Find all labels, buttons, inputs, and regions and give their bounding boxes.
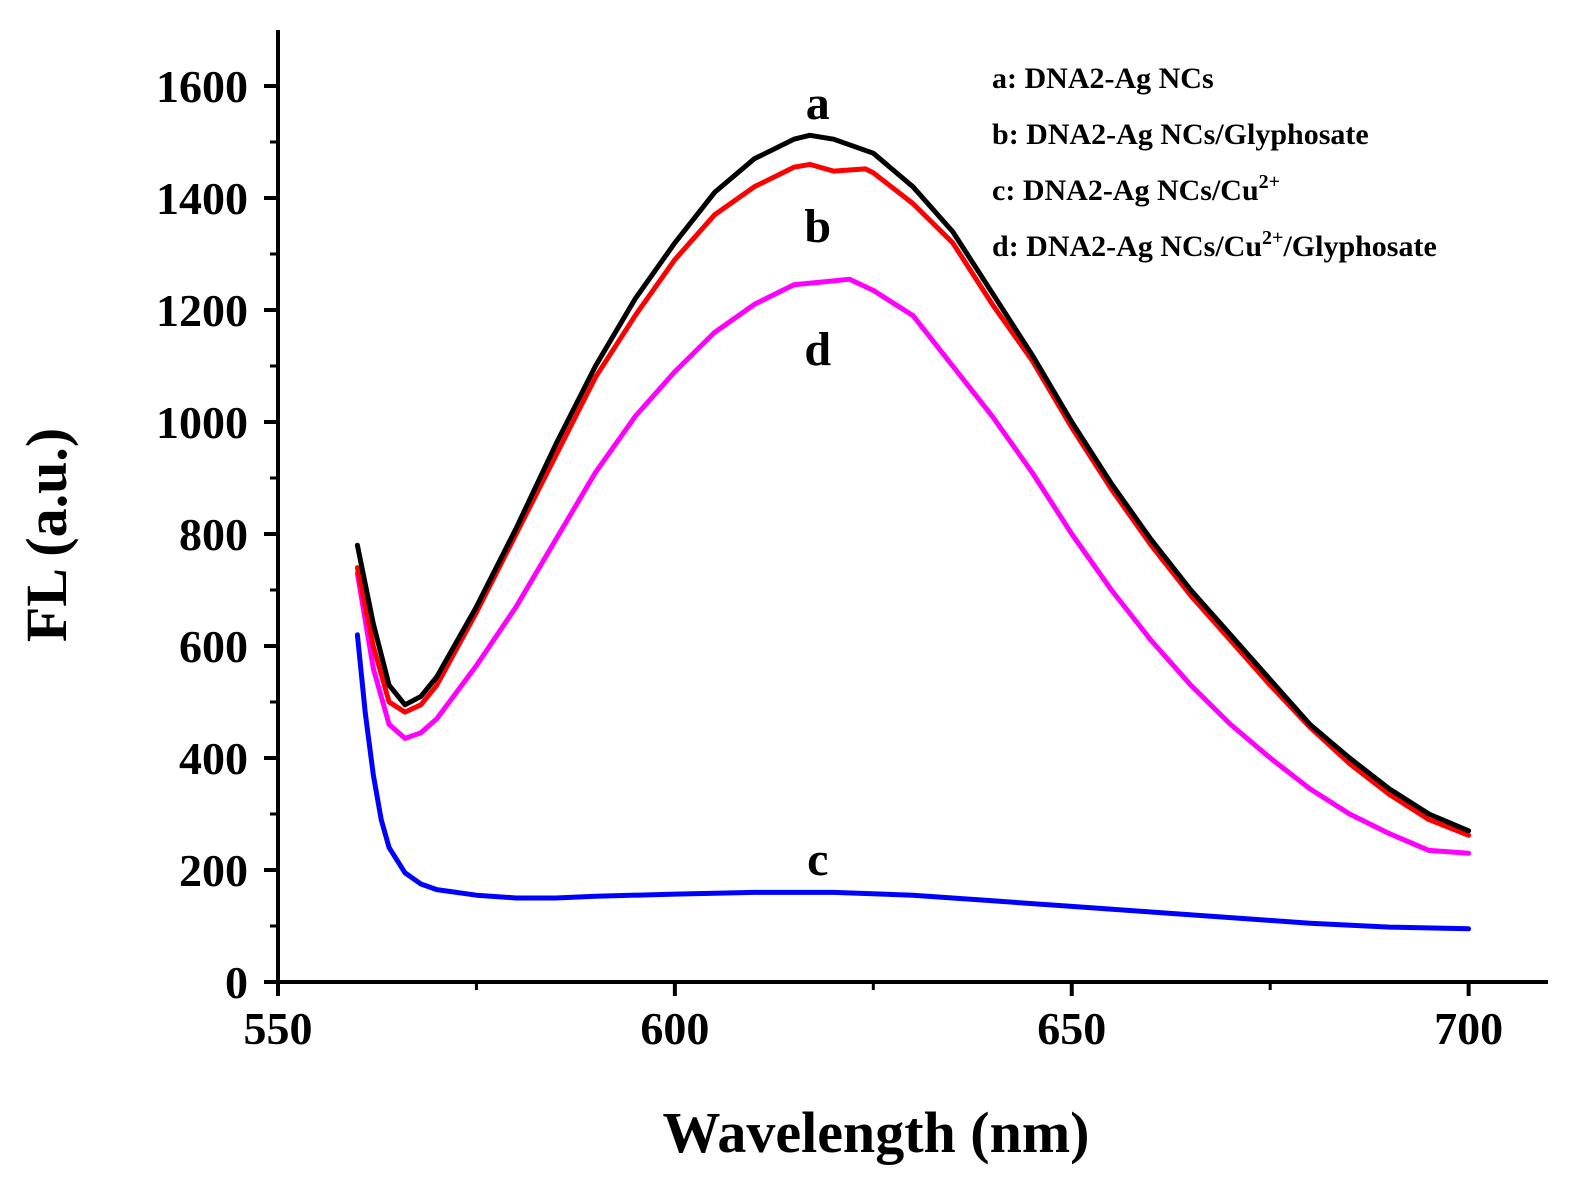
- series-line-d: [354, 276, 1472, 856]
- y-tick-label-800: 800: [179, 509, 248, 560]
- x-tick-label-550: 550: [244, 1003, 313, 1054]
- y-tick-label-600: 600: [179, 621, 248, 672]
- y-tick-label-1600: 1600: [156, 61, 248, 112]
- x-axis-title: Wavelength (nm): [663, 1100, 1090, 1165]
- x-tick-label-600: 600: [640, 1003, 709, 1054]
- y-tick-label-0: 0: [225, 957, 248, 1008]
- y-tick-label-400: 400: [179, 733, 248, 784]
- y-tick-label-1200: 1200: [156, 285, 248, 336]
- curve-labels: a b c d: [804, 77, 831, 886]
- legend-entry-b: b: DNA2-Ag NCs/Glyphosate: [992, 118, 1369, 151]
- series-line-b: [354, 161, 1472, 838]
- series-line-c: [354, 632, 1472, 932]
- legend-entry-c: c: DNA2-Ag NCs/Cu2+: [992, 171, 1280, 207]
- legend-entry-a: a: DNA2-Ag NCs: [992, 62, 1214, 95]
- curve-label-c: c: [807, 833, 828, 886]
- series-line-a: [354, 132, 1472, 834]
- axes-layer: 550 600 650 700 0 200 400 600 800 1000 1200 1400 160…: [156, 30, 1548, 1054]
- curve-label-a: a: [806, 77, 830, 130]
- y-tick-label-200: 200: [179, 845, 248, 896]
- series-layer: [354, 132, 1472, 932]
- y-tick-label-1400: 1400: [156, 173, 248, 224]
- legend: a: DNA2-Ag NCs b: DNA2-Ag NCs/Glyphosate c…: [992, 62, 1437, 263]
- curve-label-d: d: [804, 323, 831, 376]
- legend-entry-d: d: DNA2-Ag NCs/Cu2+/Glyphosate: [992, 227, 1437, 263]
- x-tick-label-650: 650: [1037, 1003, 1106, 1054]
- x-tick-label-700: 700: [1434, 1003, 1503, 1054]
- curve-label-b: b: [804, 200, 831, 253]
- y-axis-title: FL (a.u.): [14, 428, 79, 642]
- y-tick-label-1000: 1000: [156, 397, 248, 448]
